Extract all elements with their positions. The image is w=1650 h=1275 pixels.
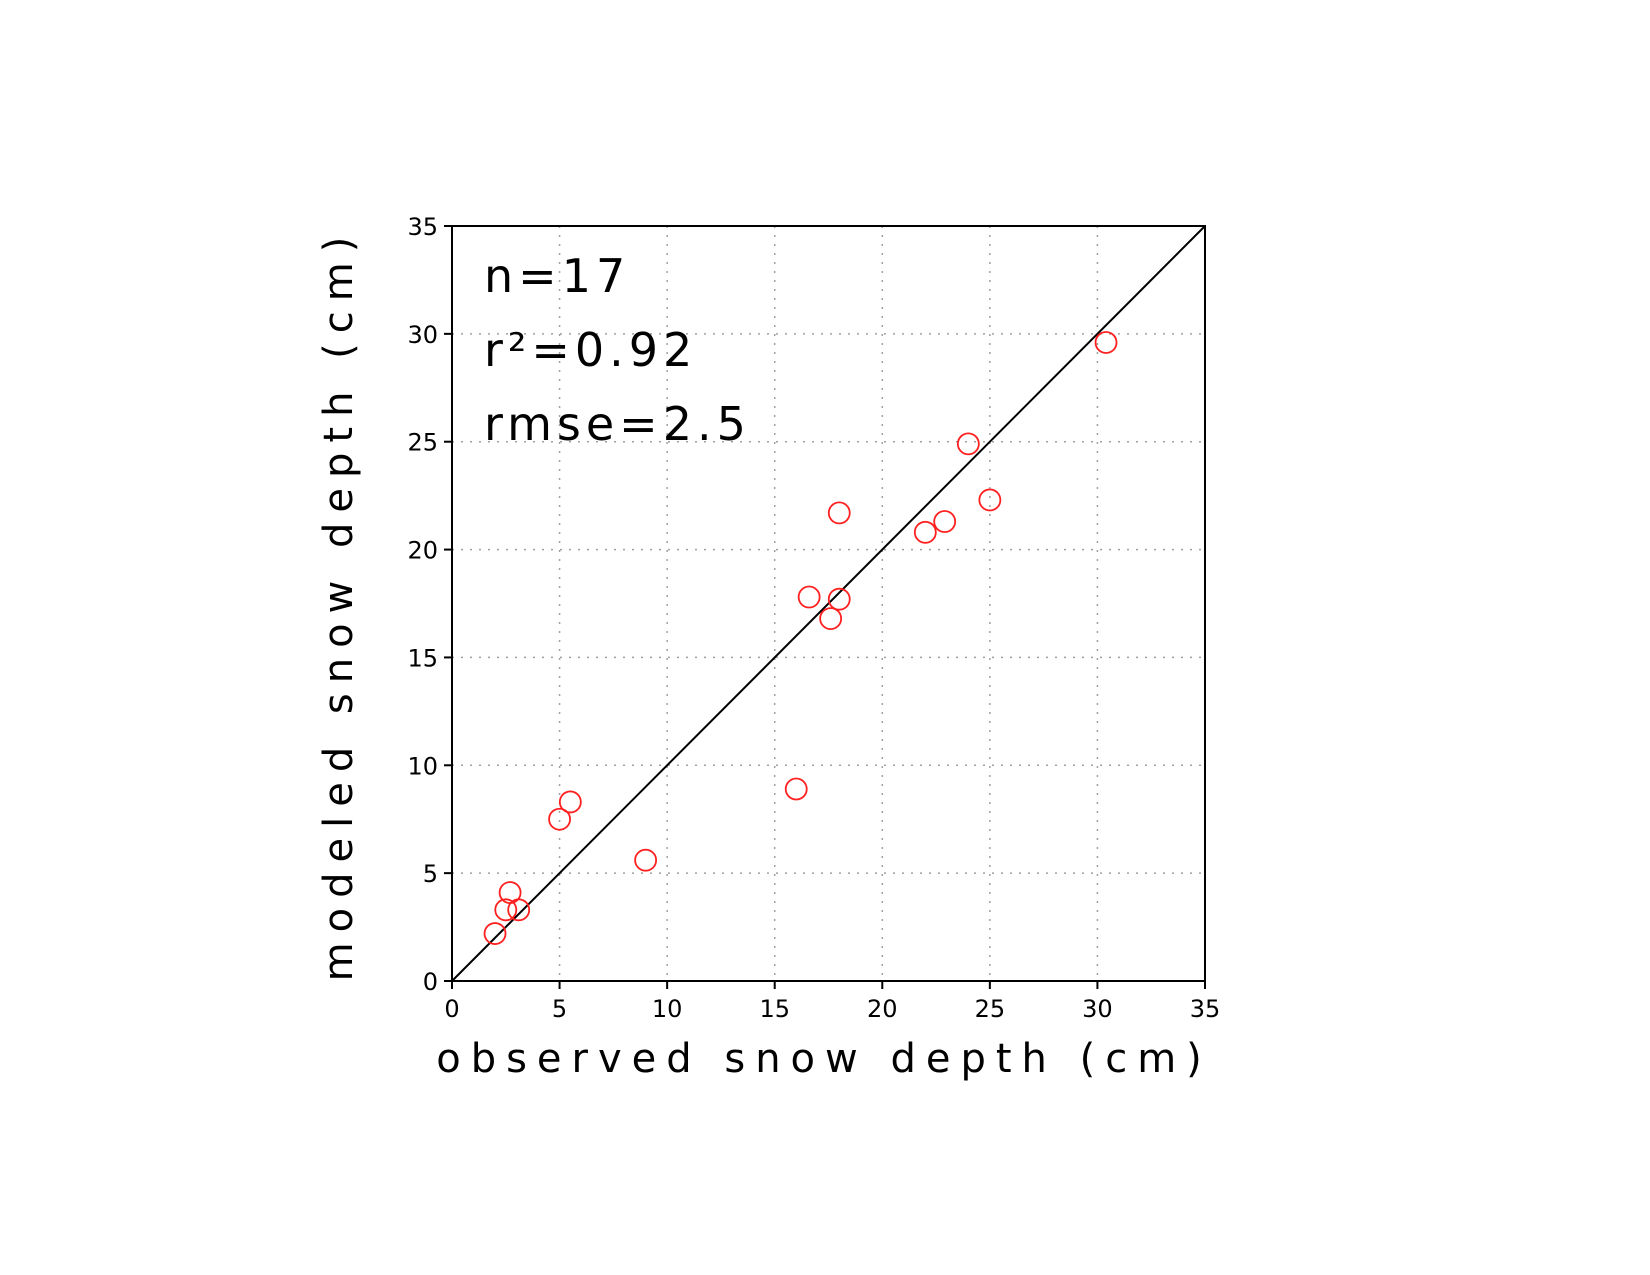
data-point <box>507 898 531 922</box>
x-tick-label: 20 <box>867 995 898 1023</box>
x-tick-label: 0 <box>444 995 459 1023</box>
x-tick-label: 15 <box>759 995 790 1023</box>
y-tick-label: 30 <box>407 321 438 349</box>
x-tick-label: 5 <box>552 995 567 1023</box>
axis-ticks: 0 5 10 15 20 25 30 35 0 5 10 15 20 25 30 35 <box>407 213 1220 1023</box>
data-point <box>933 510 957 533</box>
y-axis-title: modeled snow depth (cm) <box>316 227 362 982</box>
y-tick-label: 25 <box>407 429 438 457</box>
annotation-rmse: rmse=2.5 <box>484 397 751 451</box>
annotation-n: n=17 <box>484 249 630 303</box>
y-tick-label: 10 <box>407 752 438 780</box>
x-tick-label: 10 <box>652 995 683 1023</box>
data-point <box>978 488 1002 512</box>
x-tick-label: 30 <box>1082 995 1113 1023</box>
plot-frame <box>451 225 1206 982</box>
y-tick-label: 5 <box>423 860 438 888</box>
one-to-one-line <box>451 225 1206 982</box>
x-tick-label: 25 <box>975 995 1006 1023</box>
y-tick-label: 0 <box>423 968 438 996</box>
data-point <box>827 587 851 611</box>
data-point <box>1094 331 1118 354</box>
data-point <box>913 520 937 544</box>
y-tick-label: 20 <box>407 537 438 565</box>
data-point <box>827 501 851 525</box>
y-tick-label: 15 <box>407 644 438 672</box>
data-point <box>956 432 980 456</box>
data-points <box>483 331 1118 945</box>
x-tick-label: 35 <box>1190 995 1221 1023</box>
data-point <box>494 898 518 922</box>
data-point <box>483 922 507 945</box>
y-tick-label: 35 <box>407 213 438 241</box>
data-point <box>634 848 658 872</box>
x-axis-title: observed snow depth (cm) <box>436 1036 1212 1082</box>
data-point <box>797 585 821 609</box>
data-point <box>819 607 843 630</box>
data-point <box>548 807 571 831</box>
annotation-r2: r²=0.92 <box>484 323 697 377</box>
data-point <box>784 777 808 801</box>
data-point <box>558 790 582 814</box>
